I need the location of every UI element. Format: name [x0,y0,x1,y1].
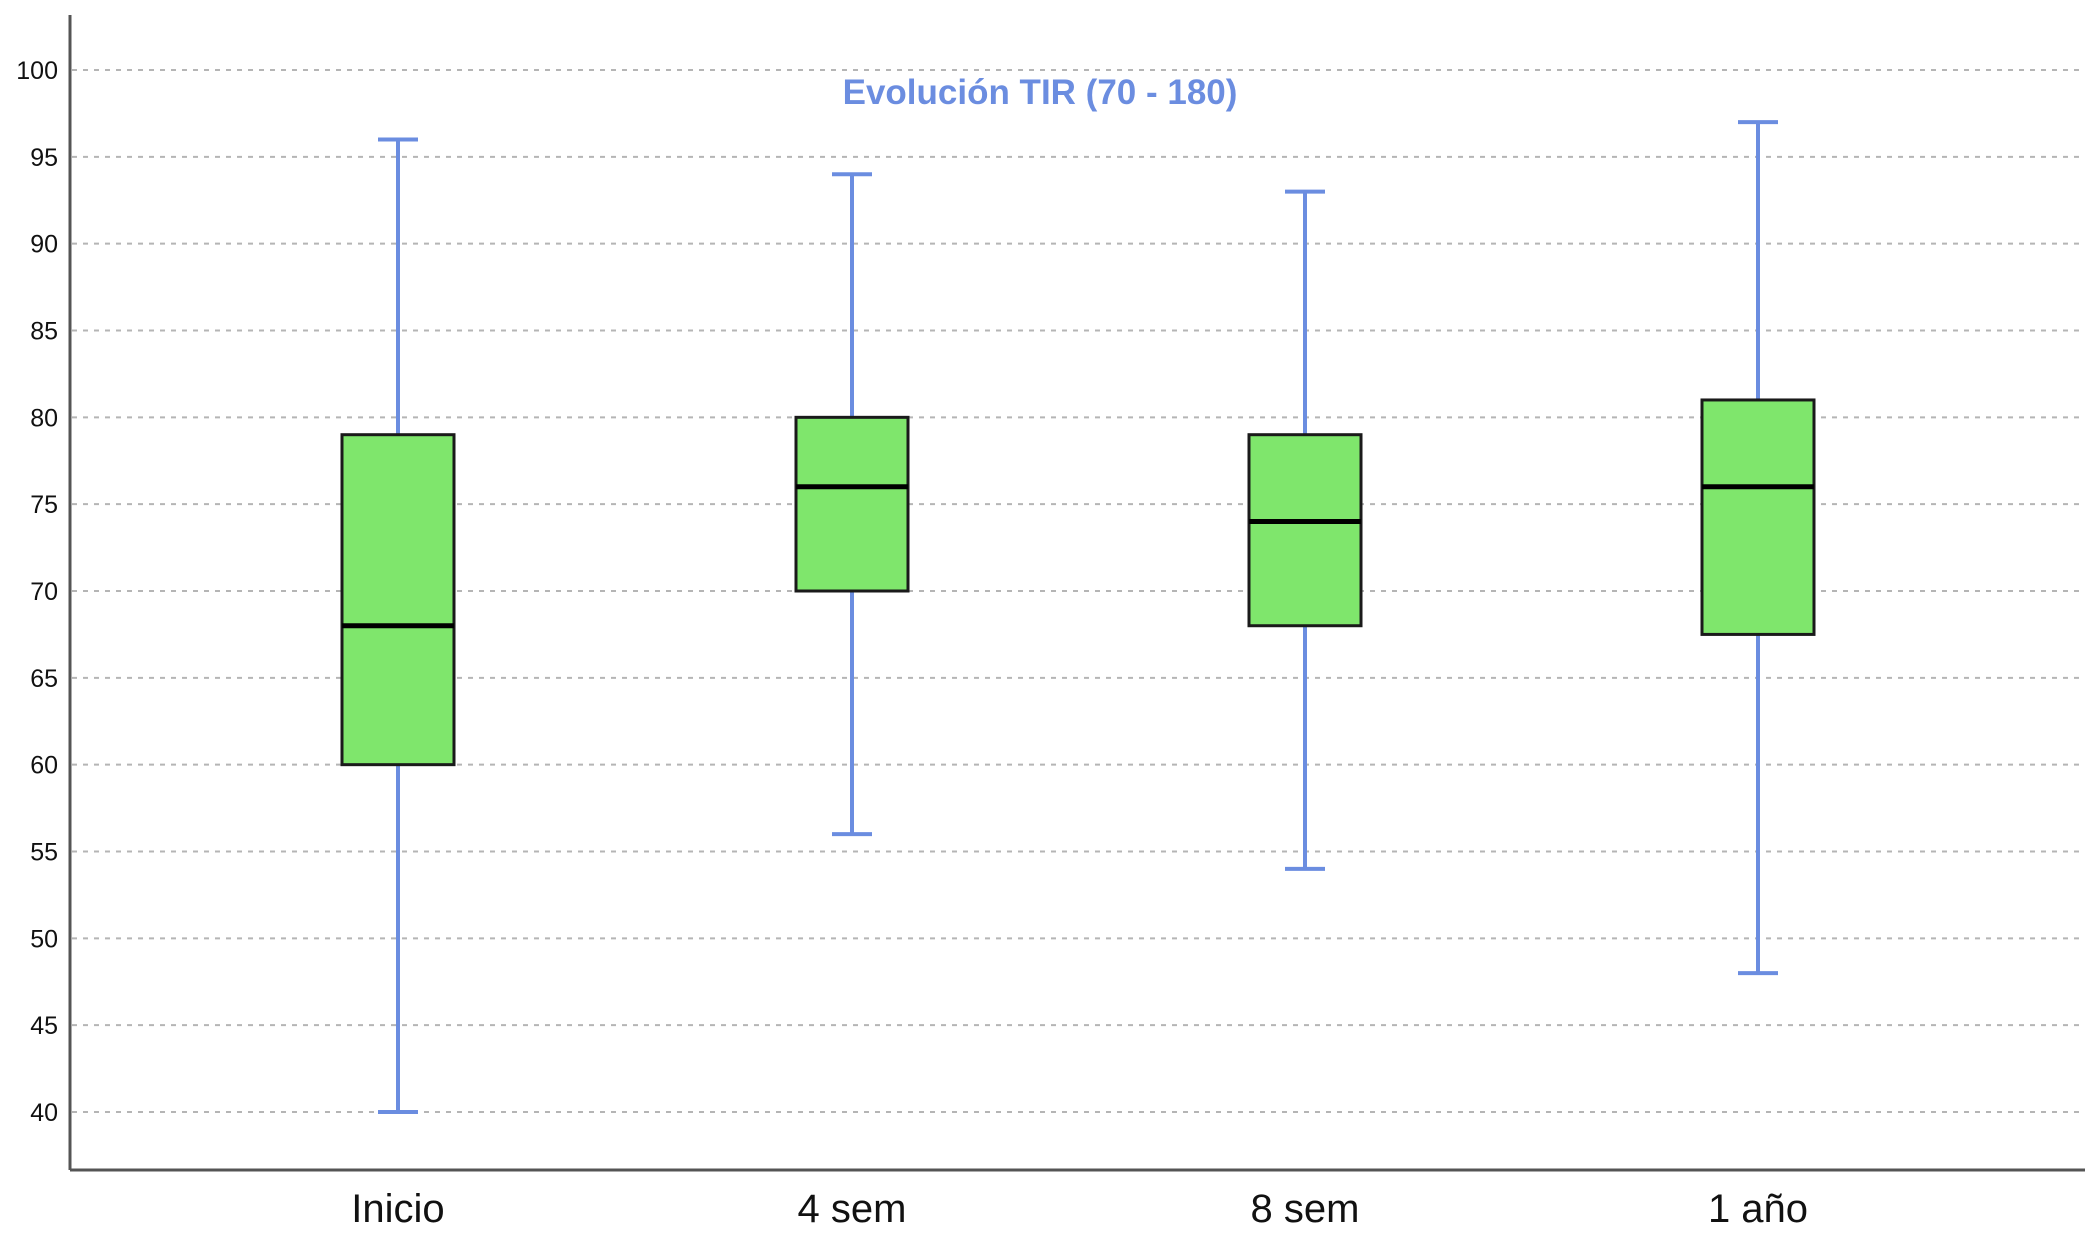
x-category-label: 8 sem [1251,1187,1360,1231]
axis-layer [68,15,2085,1172]
label-layer: 40 45 50 55 60 65 70 75 80 85 90 95 100 Inicio 4 sem 8 … [16,57,1808,1231]
y-tick-label: 95 [30,144,58,172]
y-tick-label: 60 [30,752,58,780]
y-tick-label: 80 [30,404,58,432]
iqr-box [1700,398,1816,636]
x-category-label: 1 año [1708,1187,1808,1231]
chart-title: Evolución TIR (70 - 180) [843,73,1238,112]
box-group [340,137,456,1114]
box-group [1700,120,1816,976]
y-tick-label: 40 [30,1099,58,1127]
iqr-box [340,433,456,767]
box-layer [340,120,1816,1114]
box-group [1247,189,1363,871]
y-tick-label: 100 [16,57,58,85]
y-tick-label: 65 [30,665,58,693]
box-group [794,172,910,837]
y-tick-label: 90 [30,231,58,259]
iqr-box [794,415,910,593]
y-tick-label: 85 [30,318,58,346]
y-tick-label: 55 [30,839,58,867]
y-tick-label: 50 [30,925,58,953]
y-tick-label: 75 [30,491,58,519]
y-tick-label: 45 [30,1012,58,1040]
x-category-label: Inicio [351,1187,444,1231]
y-tick-label: 70 [30,578,58,606]
x-category-label: 4 sem [798,1187,907,1231]
iqr-box [1247,433,1363,628]
